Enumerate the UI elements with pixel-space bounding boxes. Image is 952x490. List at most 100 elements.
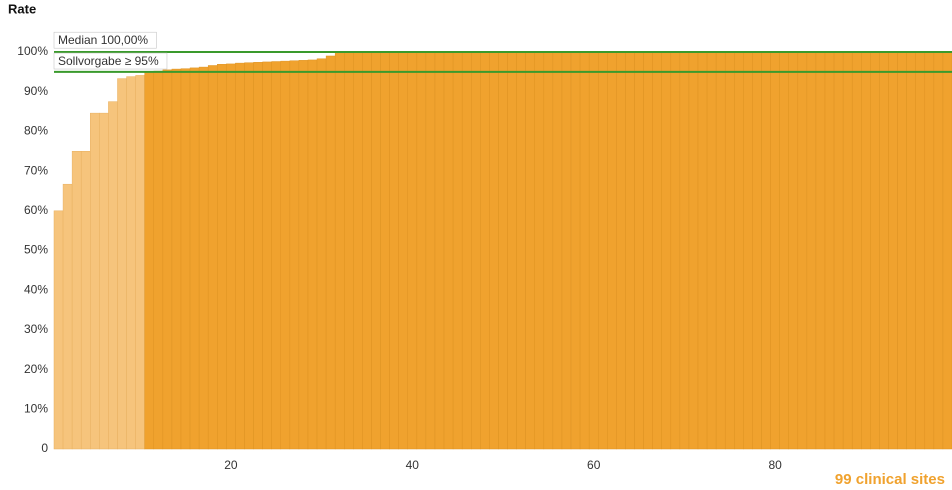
bar — [507, 51, 517, 450]
bar — [425, 51, 436, 450]
bar — [262, 61, 272, 450]
bar — [870, 51, 880, 450]
bar — [471, 51, 481, 450]
bar — [180, 68, 191, 450]
bar — [207, 65, 218, 450]
bar — [679, 51, 690, 450]
bar — [135, 75, 145, 450]
bar — [316, 58, 327, 450]
bar — [933, 51, 944, 450]
y-tick-label: 80% — [24, 124, 48, 138]
bar — [62, 183, 73, 450]
bar — [498, 51, 508, 450]
bar — [189, 67, 200, 450]
chart-title: Rate — [8, 1, 36, 16]
bar — [407, 51, 418, 450]
reference-label: Median 100,00% — [53, 31, 157, 49]
bar — [588, 51, 599, 450]
bar — [117, 78, 127, 450]
bar — [797, 51, 808, 450]
bar — [443, 51, 454, 450]
y-tick-label: 10% — [24, 401, 48, 415]
bar — [416, 51, 427, 450]
bar — [90, 112, 100, 450]
bar — [897, 51, 907, 450]
bar — [235, 62, 245, 450]
bar — [942, 51, 952, 450]
bar — [398, 51, 409, 450]
bar — [99, 112, 109, 450]
bar — [634, 51, 644, 450]
bar — [171, 68, 182, 450]
reference-label-text: Sollvorgabe ≥ 95% — [58, 54, 159, 68]
bar — [334, 51, 345, 450]
y-tick-label: 50% — [24, 243, 48, 257]
bar — [489, 51, 499, 450]
bar — [198, 66, 209, 450]
label-box — [53, 52, 168, 70]
bar — [452, 51, 463, 450]
bar — [688, 51, 699, 450]
bar — [724, 51, 735, 450]
bar — [779, 51, 789, 450]
bar — [697, 51, 708, 450]
bar — [253, 62, 263, 450]
bar — [525, 51, 535, 450]
bar — [888, 51, 898, 450]
y-tick-label: 60% — [24, 203, 48, 217]
y-tick-label: 0 — [41, 441, 48, 455]
bar — [924, 51, 935, 450]
y-tick-label: 40% — [24, 282, 48, 296]
bar — [770, 51, 780, 450]
bar — [534, 51, 545, 450]
y-tick-label: 70% — [24, 163, 48, 177]
bar — [915, 51, 926, 450]
label-box — [53, 31, 157, 49]
bar — [71, 151, 82, 450]
x-tick-label: 60 — [587, 458, 601, 472]
bar — [552, 51, 563, 450]
bar — [706, 51, 717, 450]
y-tick-label: 100% — [17, 44, 48, 58]
bar — [788, 51, 799, 450]
bar — [579, 51, 590, 450]
bar — [144, 71, 155, 450]
bar — [371, 51, 381, 450]
bar — [743, 51, 753, 450]
reference-label-text: Median 100,00% — [58, 33, 148, 47]
bar — [861, 51, 871, 450]
bar — [833, 51, 844, 450]
bar — [661, 51, 672, 450]
bar — [434, 51, 445, 450]
bar — [643, 51, 653, 450]
x-tick-label: 40 — [406, 458, 420, 472]
bar — [906, 51, 916, 450]
sites-label: 99 clinical sites — [835, 471, 945, 488]
bar — [344, 51, 354, 450]
bar — [597, 51, 608, 450]
bar — [851, 51, 862, 450]
bar — [217, 64, 227, 450]
bar — [734, 51, 744, 450]
bar — [126, 76, 136, 450]
bar — [80, 151, 91, 450]
x-tick-label: 20 — [224, 458, 238, 472]
bar — [561, 51, 572, 450]
bar — [53, 210, 64, 450]
bar — [226, 63, 236, 450]
bar — [806, 51, 817, 450]
bar — [570, 51, 581, 450]
bar — [162, 69, 173, 450]
bar — [752, 51, 762, 450]
bar — [325, 55, 336, 450]
bar — [353, 51, 363, 450]
bar — [670, 51, 681, 450]
bar — [824, 51, 835, 450]
y-tick-label: 30% — [24, 322, 48, 336]
bar — [108, 101, 118, 450]
bar — [153, 70, 164, 450]
reference-label: Sollvorgabe ≥ 95% — [53, 52, 168, 70]
bar — [389, 51, 399, 450]
bar — [461, 51, 472, 450]
